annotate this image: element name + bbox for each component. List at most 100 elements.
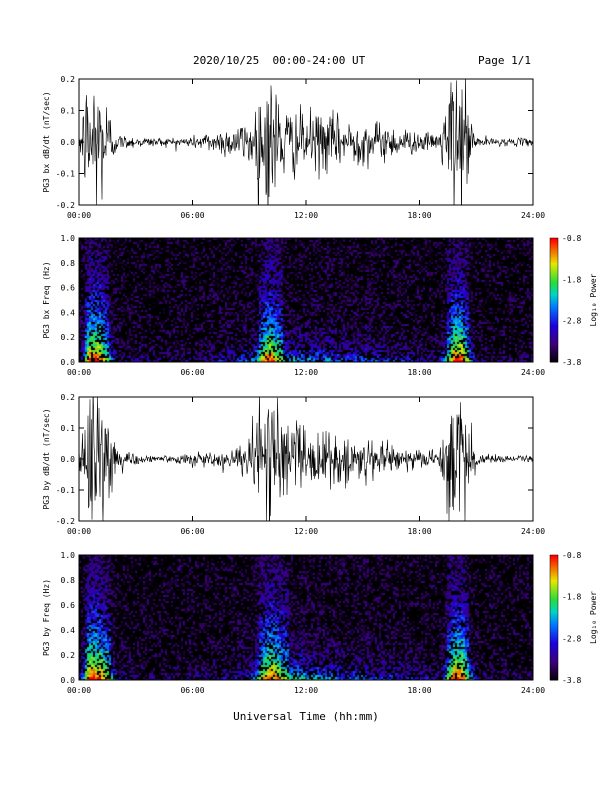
colorbar-segment	[550, 636, 558, 639]
colorbar-segment	[550, 613, 558, 616]
y-tick-label: 0.0	[61, 455, 76, 464]
colorbar-segment	[550, 600, 558, 604]
colorbar-tick-label: -3.8	[562, 676, 581, 685]
colorbar-segment	[550, 625, 558, 629]
x-tick-label: 24:00	[521, 527, 545, 536]
colorbar-segment	[550, 351, 558, 355]
colorbar-segment	[550, 590, 558, 593]
colorbar-segment	[550, 252, 558, 256]
x-tick-label: 06:00	[180, 527, 204, 536]
colorbar-segment	[550, 287, 558, 291]
panel-3-axes	[78, 554, 534, 681]
x-tick-label: 24:00	[521, 686, 545, 695]
colorbar-segment	[550, 661, 558, 664]
y-tick-label: 1.0	[61, 551, 76, 560]
date-range-title: 2020/10/25 00:00-24:00 UT	[193, 54, 366, 67]
y-axis-label: PG3 bx Freq (Hz)	[42, 261, 51, 338]
colorbar-segment	[550, 642, 558, 646]
colorbar-segment	[550, 594, 558, 598]
y-axis-label: PG3 bx dB/dt (nT/sec)	[42, 91, 51, 192]
x-tick-label: 24:00	[521, 211, 545, 220]
colorbar-segment	[550, 318, 558, 322]
colorbar-segment	[550, 605, 558, 608]
x-tick-label: 00:00	[67, 527, 91, 536]
colorbar-segment	[550, 256, 558, 260]
colorbar-segment	[550, 308, 558, 311]
colorbar-segment	[550, 669, 558, 673]
y-tick-label: 0.0	[61, 676, 76, 685]
colorbar-segment	[550, 260, 558, 264]
colorbar-segment	[550, 266, 558, 270]
colorbar-segment	[550, 246, 558, 249]
colorbar-segment	[550, 648, 558, 652]
colorbar-segment	[550, 673, 558, 677]
y-tick-label: 0.4	[61, 626, 76, 635]
colorbar-segment	[550, 306, 558, 309]
colorbar-segment	[550, 328, 558, 332]
colorbar-segment	[550, 349, 558, 353]
y-tick-label: 0.2	[61, 75, 76, 84]
panel-3-spectrogram	[79, 555, 533, 680]
colorbar-segment	[550, 632, 558, 635]
x-tick-label: 12:00	[294, 368, 318, 377]
colorbar-segment	[550, 295, 558, 299]
panel-1-axes	[78, 237, 534, 363]
colorbar-segment	[550, 646, 558, 650]
colorbar-segment	[550, 285, 558, 289]
colorbar-segment	[550, 557, 558, 560]
colorbar-segment	[550, 339, 558, 342]
colorbar-segment	[550, 304, 558, 307]
y-tick-label: 1.0	[61, 234, 76, 243]
y-axis-label: PG3 by Freq (Hz)	[42, 579, 51, 656]
colorbar-segment	[550, 563, 558, 566]
colorbar-tick-label: -3.8	[562, 358, 581, 367]
x-tick-label: 00:00	[67, 211, 91, 220]
colorbar-segment	[550, 592, 558, 596]
colorbar-segment	[550, 347, 558, 351]
colorbar-segment	[550, 640, 558, 643]
colorbar-segment	[550, 312, 558, 315]
colorbar-tick-label: -0.8	[562, 551, 581, 560]
colorbar-segment	[550, 580, 558, 583]
y-tick-label: -0.2	[56, 517, 75, 526]
x-tick-label: 18:00	[407, 686, 431, 695]
colorbar-tick-label: -0.8	[562, 234, 581, 243]
colorbar-segment	[550, 343, 558, 346]
colorbar-segment	[550, 659, 558, 662]
colorbar-segment	[550, 667, 558, 671]
colorbar-segment	[550, 271, 558, 274]
colorbar-segment	[550, 254, 558, 258]
colorbar-segment	[550, 655, 558, 658]
colorbar-segment	[550, 588, 558, 591]
colorbar-segment	[550, 353, 558, 357]
colorbar-segment	[550, 609, 558, 612]
colorbar-segment	[550, 577, 558, 581]
colorbar-segment	[550, 273, 558, 276]
colorbar-segment	[550, 607, 558, 610]
x-tick-label: 00:00	[67, 368, 91, 377]
colorbar-segment	[550, 302, 558, 305]
colorbar-segment	[550, 310, 558, 313]
colorbar-segment	[550, 337, 558, 340]
y-tick-label: 0.0	[61, 138, 76, 147]
y-tick-label: -0.2	[56, 201, 75, 210]
panel-2-waveform	[79, 397, 533, 521]
colorbar-segment	[550, 634, 558, 637]
colorbar-segment	[550, 555, 558, 558]
colorbar-tick-label: -2.8	[562, 634, 581, 643]
colorbar-segment	[550, 665, 558, 668]
colorbar-segment	[550, 250, 558, 253]
colorbar-segment	[550, 238, 558, 241]
colorbar-segment	[550, 663, 558, 666]
colorbar-segment	[550, 264, 558, 268]
colorbar-segment	[550, 320, 558, 324]
colorbar-segment	[550, 617, 558, 621]
colorbar-segment	[550, 630, 558, 633]
x-tick-label: 12:00	[294, 686, 318, 695]
colorbar-segment	[550, 638, 558, 641]
colorbar-segment	[550, 333, 558, 336]
colorbar-segment	[550, 652, 558, 656]
x-axis-label: Universal Time (hh:mm)	[233, 710, 379, 723]
colorbar-segment	[550, 573, 558, 577]
